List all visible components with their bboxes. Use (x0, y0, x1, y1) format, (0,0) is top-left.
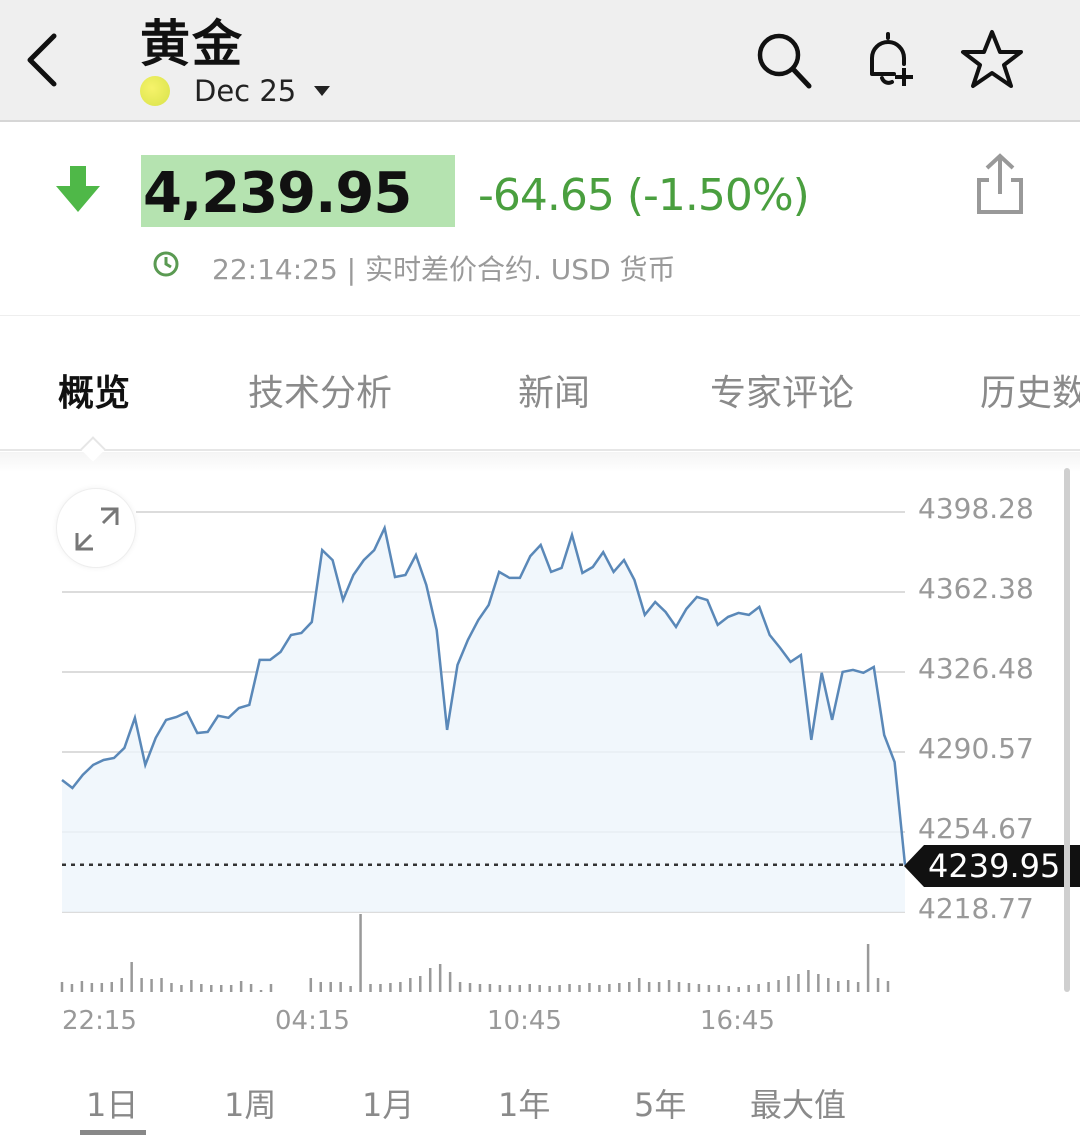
range-1d[interactable]: 1日 (86, 1086, 139, 1124)
contract-selector[interactable]: Dec 25 (194, 74, 297, 108)
page-title: 黄金 (140, 15, 244, 73)
price-chart[interactable] (0, 452, 1080, 1052)
x-tick: 22:15 (62, 1006, 137, 1036)
y-tick: 4254.67 (918, 812, 1034, 845)
tab-overview[interactable]: 概览 (58, 373, 131, 414)
x-tick: 04:15 (275, 1006, 350, 1036)
price-area-fill (62, 528, 905, 912)
x-tick: 10:45 (487, 1006, 562, 1036)
active-range-underline (80, 1130, 146, 1135)
top-bar: 黄金 Dec 25 (0, 0, 1080, 122)
y-tick: 4326.48 (918, 652, 1034, 685)
quote-meta: 22:14:25 | 实时差价合约. USD 货币 (212, 248, 676, 288)
arrow-down-icon (56, 166, 100, 212)
clock-icon (153, 251, 179, 277)
quote-description: | 实时差价合约. USD 货币 (337, 253, 676, 286)
tab-news[interactable]: 新闻 (518, 373, 591, 414)
y-tick: 4218.77 (918, 892, 1034, 925)
tab-analysis[interactable]: 专家评论 (710, 373, 855, 414)
y-tick: 4398.28 (918, 492, 1034, 525)
price-line (61, 524, 907, 865)
chevron-down-icon[interactable] (314, 86, 330, 96)
tab-technical[interactable]: 技术分析 (248, 373, 393, 414)
expand-button[interactable] (56, 488, 136, 568)
star-icon[interactable] (960, 28, 1024, 92)
scrollbar[interactable] (1064, 468, 1070, 992)
range-max[interactable]: 最大值 (750, 1086, 847, 1124)
gold-coin-icon (140, 76, 170, 106)
last-price-tag (904, 845, 1080, 887)
share-icon[interactable] (975, 152, 1025, 216)
quote-time: 22:14:25 (212, 253, 338, 286)
expand-icon (75, 507, 119, 551)
range-1m[interactable]: 1月 (362, 1086, 415, 1124)
price-change: -64.65 (-1.50%) (478, 170, 810, 221)
x-tick: 16:45 (700, 1006, 775, 1036)
range-5y[interactable]: 5年 (634, 1086, 687, 1124)
range-1w[interactable]: 1周 (224, 1086, 277, 1124)
search-icon[interactable] (752, 28, 816, 92)
back-icon[interactable] (22, 30, 62, 90)
last-price-label: 4239.95 (928, 847, 1061, 885)
tab-history[interactable]: 历史数据 (980, 373, 1080, 414)
y-tick: 4290.57 (918, 732, 1034, 765)
range-1y[interactable]: 1年 (498, 1086, 551, 1124)
bell-plus-icon[interactable] (856, 28, 920, 92)
y-tick: 4362.38 (918, 572, 1034, 605)
section-tabs: 概览 技术分析 新闻 专家评论 历史数据 (0, 315, 1080, 451)
last-price: 4,239.95 (141, 155, 455, 227)
